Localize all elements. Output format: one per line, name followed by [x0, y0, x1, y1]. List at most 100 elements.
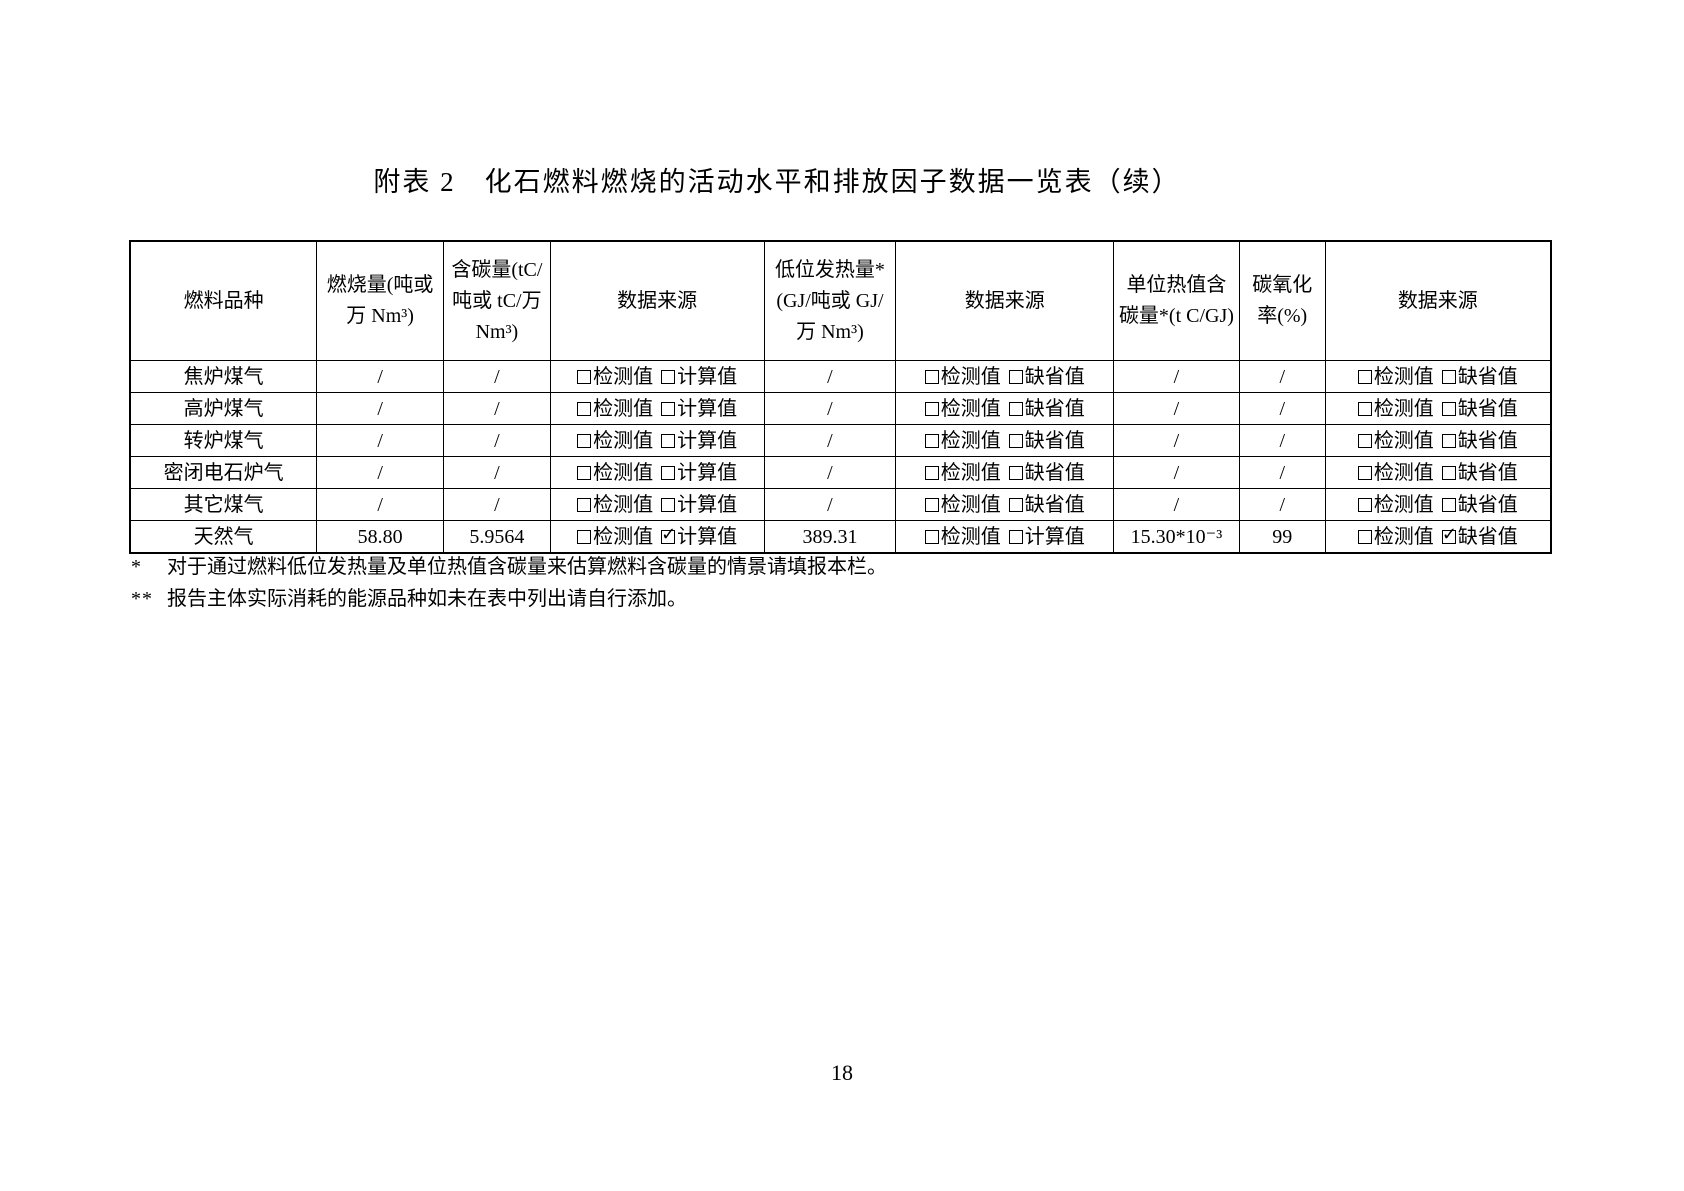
checkbox-icon[interactable]: [1441, 401, 1456, 416]
checkbox-label: 检测值: [940, 525, 1001, 548]
value-cell: 高炉煤气: [129, 392, 318, 425]
checkbox-option[interactable]: 检测值: [1357, 397, 1434, 421]
checkbox-option[interactable]: 缺省值: [1441, 365, 1518, 389]
checkbox-option[interactable]: 缺省值: [1441, 397, 1518, 421]
checkbox-option[interactable]: 检测值: [1357, 365, 1434, 389]
checkbox-icon[interactable]: [1441, 369, 1456, 384]
checkbox-option[interactable]: 检测值: [1357, 461, 1434, 485]
value-cell: /: [763, 456, 897, 489]
value-cell: 5.9564: [442, 520, 551, 554]
checkbox-option[interactable]: 缺省值: [1441, 493, 1518, 517]
checkbox-icon[interactable]: [1441, 497, 1456, 512]
checkbox-icon[interactable]: [1357, 465, 1372, 480]
checkbox-label: 缺省值: [1024, 429, 1085, 452]
value-cell: 天然气: [129, 520, 318, 554]
checkbox-option[interactable]: 计算值: [661, 461, 737, 485]
checkbox-label: 计算值: [677, 461, 738, 484]
checkbox-option[interactable]: 计算值: [661, 524, 737, 549]
checkbox-option[interactable]: 检测值: [577, 365, 653, 389]
checkbox-icon[interactable]: [1008, 529, 1023, 544]
checkbox-icon[interactable]: [1441, 465, 1456, 480]
checkbox-checked-icon[interactable]: [1441, 524, 1457, 545]
checkbox-checked-icon[interactable]: [661, 524, 676, 545]
checkbox-option[interactable]: 检测值: [924, 493, 1001, 517]
data-source-cell: 检测值缺省值: [1324, 392, 1552, 425]
page-number: 18: [831, 1060, 853, 1085]
checkbox-option[interactable]: 检测值: [924, 461, 1001, 485]
checkbox-icon[interactable]: [924, 497, 939, 512]
checkbox-option[interactable]: 检测值: [924, 365, 1001, 389]
checkbox-option[interactable]: 计算值: [661, 397, 737, 421]
table-row: 密闭电石炉气 / / 检测值 计算值 / 检测值 缺省值 / / 检测值 缺省值: [129, 456, 1552, 489]
checkbox-icon[interactable]: [924, 465, 939, 480]
checkbox-option[interactable]: 检测值: [924, 397, 1001, 421]
data-source-cell: 检测值缺省值: [895, 424, 1115, 457]
checkbox-icon[interactable]: [661, 497, 676, 512]
footnote-marker: **: [131, 588, 153, 610]
checkbox-icon[interactable]: [1357, 529, 1372, 544]
value-cell: /: [1113, 360, 1240, 393]
value-cell: /: [442, 488, 551, 521]
checkbox-icon[interactable]: [661, 433, 676, 448]
checkbox-icon[interactable]: [577, 465, 592, 480]
checkbox-icon[interactable]: [577, 369, 592, 384]
checkbox-icon[interactable]: [1357, 497, 1372, 512]
checkbox-label: 检测值: [593, 461, 654, 484]
checkbox-option[interactable]: 缺省值: [1008, 397, 1085, 421]
checkbox-icon[interactable]: [924, 433, 939, 448]
checkbox-option[interactable]: 缺省值: [1008, 493, 1085, 517]
checkbox-option[interactable]: 检测值: [577, 397, 653, 421]
checkbox-label: 检测值: [593, 397, 654, 420]
checkbox-option[interactable]: 检测值: [1357, 525, 1434, 549]
checkbox-icon[interactable]: [1441, 433, 1456, 448]
checkbox-icon[interactable]: [661, 401, 676, 416]
checkbox-label: 缺省值: [1457, 525, 1518, 548]
checkbox-icon[interactable]: [1008, 465, 1023, 480]
checkbox-label: 缺省值: [1457, 461, 1518, 484]
checkbox-option[interactable]: 计算值: [661, 365, 737, 389]
value-cell: /: [1238, 488, 1326, 521]
footnote-2: ** 报告主体实际消耗的能源品种如未在表中列出请自行添加。: [131, 583, 887, 615]
checkbox-icon[interactable]: [1357, 433, 1372, 448]
checkbox-icon[interactable]: [1357, 369, 1372, 384]
checkbox-icon[interactable]: [661, 369, 676, 384]
checkbox-icon[interactable]: [1008, 433, 1023, 448]
checkbox-option[interactable]: 计算值: [661, 429, 737, 453]
checkbox-option[interactable]: 缺省值: [1008, 365, 1085, 389]
checkbox-option[interactable]: 缺省值: [1441, 429, 1518, 453]
checkbox-option[interactable]: 计算值: [661, 493, 737, 517]
checkbox-icon[interactable]: [1008, 369, 1023, 384]
value-cell: 15.30*10⁻³: [1113, 520, 1240, 554]
checkbox-icon[interactable]: [1357, 401, 1372, 416]
checkbox-icon[interactable]: [577, 433, 592, 448]
checkbox-option[interactable]: 缺省值: [1008, 429, 1085, 453]
checkbox-option[interactable]: 检测值: [577, 461, 653, 485]
col-header-data-source-2: 数据来源: [895, 240, 1115, 361]
checkbox-option[interactable]: 缺省值: [1441, 461, 1518, 485]
checkbox-icon[interactable]: [924, 529, 939, 544]
checkbox-option[interactable]: 计算值: [1008, 525, 1085, 549]
checkbox-icon[interactable]: [577, 497, 592, 512]
checkbox-option[interactable]: 缺省值: [1008, 461, 1085, 485]
checkbox-option[interactable]: 检测值: [924, 429, 1001, 453]
checkbox-option[interactable]: 检测值: [924, 525, 1001, 549]
value-cell: /: [316, 424, 444, 457]
checkbox-option[interactable]: 检测值: [1357, 493, 1434, 517]
checkbox-label: 检测值: [593, 493, 654, 516]
checkbox-icon[interactable]: [661, 465, 676, 480]
checkbox-icon[interactable]: [1008, 401, 1023, 416]
checkbox-option[interactable]: 检测值: [577, 429, 653, 453]
checkbox-icon[interactable]: [1008, 497, 1023, 512]
checkbox-option[interactable]: 检测值: [577, 525, 653, 549]
checkbox-option[interactable]: 检测值: [577, 493, 653, 517]
checkbox-icon[interactable]: [924, 369, 939, 384]
checkbox-label: 检测值: [940, 429, 1001, 452]
checkbox-option[interactable]: 检测值: [1357, 429, 1434, 453]
checkbox-label: 检测值: [940, 493, 1001, 516]
checkbox-option[interactable]: 缺省值: [1441, 524, 1518, 549]
checkbox-label: 缺省值: [1024, 493, 1085, 516]
checkbox-icon[interactable]: [577, 529, 592, 544]
checkbox-icon[interactable]: [924, 401, 939, 416]
checkbox-icon[interactable]: [577, 401, 592, 416]
